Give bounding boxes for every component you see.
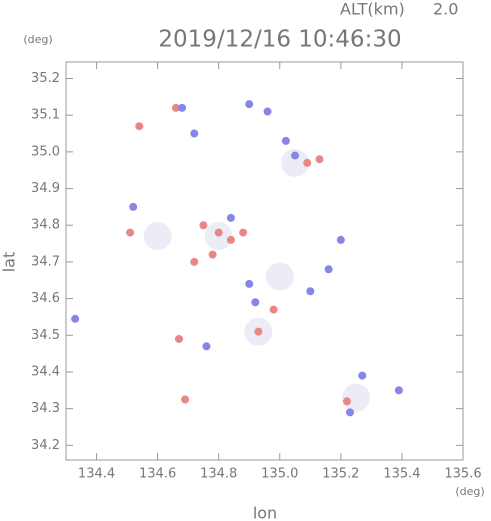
y-tick-label: 35.1 [31,108,60,123]
y-tick-label: 34.3 [31,401,60,416]
field-point [303,158,312,167]
y-axis-label: lat [0,252,19,273]
field-point [281,136,290,145]
field-point [178,103,187,112]
field-point [214,228,223,237]
field-point [226,213,235,222]
field-point [324,265,333,274]
field-point [190,257,199,266]
x-tick-label: 135.4 [383,467,420,482]
field-point [269,305,278,314]
field-point [190,129,199,138]
field-point [129,202,138,211]
field-point [251,298,260,307]
altitude-value: 2.0 [433,0,458,19]
field-point [135,122,144,131]
field-point [143,222,172,251]
field-point [254,327,263,336]
field-point [126,228,135,237]
field-point [202,342,211,351]
plot-marks [71,100,403,417]
field-point [171,103,180,112]
field-point [245,100,254,109]
chart-title: 2019/12/16 10:46:30 [158,27,401,53]
field-point [315,155,324,164]
field-point [281,148,310,177]
y-tick-label: 35.2 [31,71,60,86]
field-point [181,395,190,404]
plot-frame [65,61,464,461]
field-point [306,287,315,296]
y-tick-label: 35.0 [31,144,60,159]
field-point [226,235,235,244]
field-point [291,151,300,160]
y-tick-label: 34.4 [31,364,60,379]
field-point [346,408,355,417]
x-axis-label: lon [253,504,277,521]
field-point [239,228,248,237]
x-tick-label: 134.4 [78,467,115,482]
field-point [358,371,367,380]
y-tick-label: 34.2 [31,438,60,453]
altitude-label: ALT(km) [340,0,405,19]
x-tick-label: 135.6 [444,467,481,482]
x-tick-label: 134.8 [200,467,237,482]
field-point [71,314,80,323]
y-tick-label: 34.8 [31,218,60,233]
x-tick-label: 135.0 [261,467,298,482]
field-point [336,235,345,244]
y-tick-label: 34.7 [31,254,60,269]
y-unit: (deg) [23,33,52,46]
field-point [342,397,351,406]
field-point [394,386,403,395]
field-point [199,221,208,230]
x-unit: (deg) [455,485,484,498]
field-point [208,250,217,259]
field-point [174,334,183,343]
y-tick-label: 34.5 [31,328,60,343]
field-point [265,262,294,291]
field-point [263,107,272,116]
y-tick-label: 34.9 [31,181,60,196]
field-point [245,279,254,288]
x-tick-label: 135.2 [322,467,359,482]
x-tick-label: 134.6 [139,467,176,482]
y-tick-label: 34.6 [31,291,60,306]
